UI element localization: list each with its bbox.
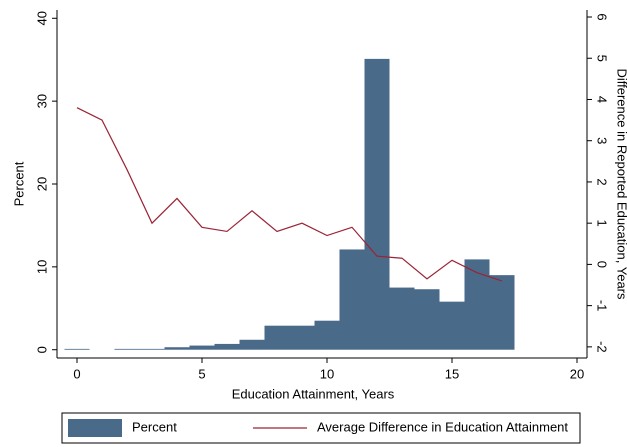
x-tick-label: 5 [198, 366, 205, 381]
y-tick-label: 20 [34, 177, 49, 191]
y2-tick-label: -2 [595, 341, 610, 353]
y2-tick-label: 4 [595, 96, 610, 103]
bar [414, 289, 440, 350]
bar [264, 325, 290, 350]
y-tick-label: 10 [34, 260, 49, 274]
bar [64, 348, 90, 350]
y-tick-label: 0 [34, 346, 49, 353]
bar [189, 345, 215, 350]
y2-tick-label: 6 [595, 13, 610, 20]
x-axis-title: Education Attainment, Years [232, 386, 395, 401]
bar [139, 348, 165, 350]
y2-axis-title: Difference in Reported Education, Years [615, 68, 627, 300]
legend-swatch [68, 419, 122, 437]
y2-tick-label: 3 [595, 137, 610, 144]
x-tick-label: 10 [320, 366, 334, 381]
legend-label: Percent [132, 419, 177, 434]
y-axis-title: Percent [11, 161, 26, 206]
bar [114, 348, 140, 350]
y2-tick-label: 2 [595, 178, 610, 185]
legend-box [61, 412, 581, 444]
y2-tick-label: 1 [595, 220, 610, 227]
bar [239, 339, 265, 350]
bar [289, 325, 315, 350]
y2-tick-label: -1 [595, 300, 610, 312]
x-tick-label: 20 [570, 366, 584, 381]
bar [214, 343, 240, 350]
bar [364, 58, 390, 350]
bar [464, 259, 490, 350]
y2-tick-label: 5 [595, 55, 610, 62]
line [76, 107, 503, 282]
legend-label: Average Difference in Education Attainme… [317, 419, 568, 434]
bar [164, 347, 190, 350]
y-tick-label: 30 [34, 94, 49, 108]
y2-tick-label: 0 [595, 261, 610, 268]
bar [314, 320, 340, 350]
bar [489, 275, 515, 350]
x-tick-label: 15 [445, 366, 459, 381]
x-tick-label: 0 [73, 366, 80, 381]
bar [439, 301, 465, 350]
y-tick-label: 40 [34, 11, 49, 25]
bar [339, 249, 365, 350]
bar [389, 287, 415, 350]
